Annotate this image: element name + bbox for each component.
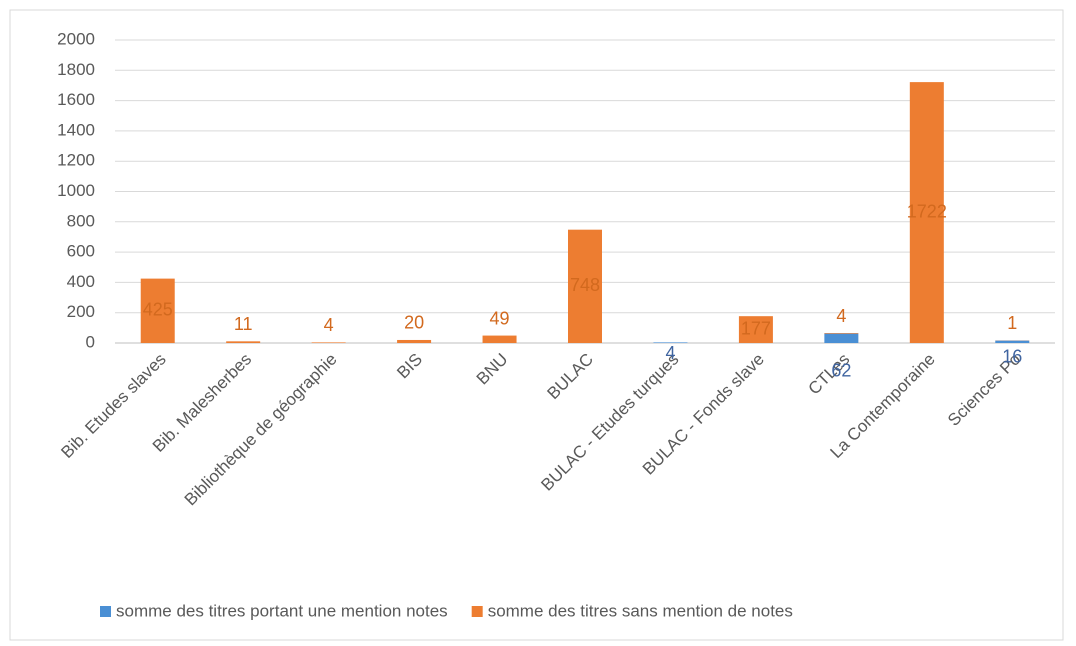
- y-tick-label: 1600: [57, 90, 95, 109]
- data-label: 20: [404, 313, 424, 333]
- bar-segment: [738, 316, 773, 343]
- data-label: 4: [324, 315, 334, 335]
- data-label: 4: [665, 343, 675, 363]
- y-tick-label: 0: [86, 332, 95, 351]
- y-tick-label: 1400: [57, 120, 95, 139]
- data-label: 1722: [907, 201, 947, 221]
- data-label: 177: [741, 318, 771, 338]
- y-tick-label: 2000: [57, 29, 95, 48]
- y-tick-label: 200: [67, 302, 95, 321]
- legend-label: somme des titres sans mention de notes: [488, 601, 793, 620]
- bar-segment: [482, 335, 517, 343]
- bar-segment: [397, 339, 432, 343]
- legend-swatch: [100, 606, 111, 617]
- bar-segment: [653, 342, 688, 343]
- bar-segment: [909, 82, 944, 343]
- data-label: 49: [490, 308, 510, 328]
- bar-segment: [824, 333, 859, 334]
- y-tick-label: 800: [67, 211, 95, 230]
- bar-segment: [824, 333, 859, 343]
- data-label: 11: [234, 314, 253, 334]
- bar-segment: [311, 342, 346, 343]
- data-label: 4: [836, 306, 846, 326]
- data-label: 16: [1002, 347, 1022, 367]
- data-label: 748: [570, 275, 600, 295]
- y-tick-label: 1800: [57, 60, 95, 79]
- y-tick-label: 400: [67, 272, 95, 291]
- y-tick-label: 600: [67, 242, 95, 261]
- data-label: 62: [831, 361, 851, 381]
- bar-segment: [140, 278, 175, 343]
- data-label: 425: [143, 300, 173, 320]
- y-tick-label: 1000: [57, 181, 95, 200]
- data-label: 1: [1007, 313, 1017, 333]
- legend-label: somme des titres portant une mention not…: [116, 601, 448, 620]
- bar-segment: [226, 341, 261, 343]
- y-tick-label: 1200: [57, 151, 95, 170]
- bar-segment: [568, 229, 602, 343]
- bar-segment: [995, 340, 1030, 343]
- chart-frame: [9, 9, 1064, 641]
- legend-swatch: [471, 606, 483, 617]
